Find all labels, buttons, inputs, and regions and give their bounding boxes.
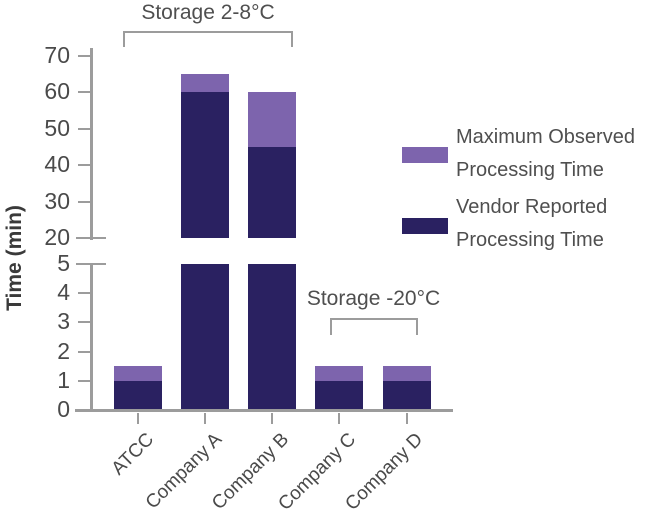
y-tick: [76, 263, 106, 265]
bar-vendor-reported: [180, 264, 229, 410]
bar-maximum-observed: [113, 366, 162, 381]
x-category-label: ATCC: [107, 429, 159, 480]
y-tick: [78, 321, 92, 324]
bar-vendor-reported: [315, 380, 364, 410]
x-axis-line: [75, 409, 453, 412]
storage-2-8-bracket: [123, 31, 293, 47]
y-tick-label: 1: [57, 366, 70, 393]
x-tick: [338, 413, 341, 424]
bar-vendor-reported: [180, 92, 229, 238]
y-tick-label: 4: [57, 279, 70, 306]
y-axis-lower-line: [90, 264, 93, 412]
y-tick: [78, 379, 92, 382]
storage-2-8-label: Storage 2-8°C: [141, 1, 275, 24]
y-tick: [78, 200, 92, 203]
y-tick: [78, 91, 92, 93]
legend-label-vendor-reported: Vendor Reported Processing Time: [456, 196, 608, 251]
y-tick-label: 20: [44, 224, 70, 250]
bar-maximum-observed: [382, 366, 431, 381]
y-tick-label: 60: [44, 78, 70, 104]
bar-vendor-reported: [248, 264, 296, 410]
y-tick-label: 40: [44, 151, 70, 177]
y-tick-label: 70: [44, 41, 70, 68]
y-axis-title: Time (min): [3, 205, 26, 311]
y-tick-label: 5: [57, 250, 70, 276]
bar-maximum-observed: [315, 366, 364, 381]
y-tick: [78, 350, 92, 353]
legend-swatch-maximum-observed: [402, 147, 448, 163]
x-tick: [136, 413, 139, 424]
bar-vendor-reported: [382, 380, 431, 410]
y-tick: [78, 164, 92, 166]
x-tick: [203, 413, 206, 424]
y-axis-upper-line: [90, 48, 93, 240]
bar-vendor-reported: [248, 146, 296, 238]
storage-minus-20-bracket: [330, 318, 418, 335]
bar-vendor-reported: [113, 380, 162, 410]
y-tick-label: 50: [44, 114, 70, 141]
x-tick: [271, 413, 273, 424]
storage-minus-20-label: Storage -20°C: [306, 287, 441, 310]
legend-swatch-vendor-reported: [402, 218, 448, 234]
y-tick-label: 30: [44, 187, 70, 214]
y-tick: [76, 237, 106, 239]
y-tick-label: 3: [57, 308, 70, 335]
y-tick: [78, 127, 92, 130]
y-tick: [78, 409, 92, 411]
bar-maximum-observed: [180, 73, 229, 92]
y-tick-label: 0: [57, 396, 70, 422]
y-tick: [78, 54, 92, 57]
x-tick: [405, 413, 408, 424]
y-tick-label: 2: [57, 337, 70, 364]
y-tick: [78, 292, 92, 295]
bar-maximum-observed: [248, 92, 296, 147]
legend-label-maximum-observed: Maximum Observed Processing Time: [456, 126, 635, 181]
